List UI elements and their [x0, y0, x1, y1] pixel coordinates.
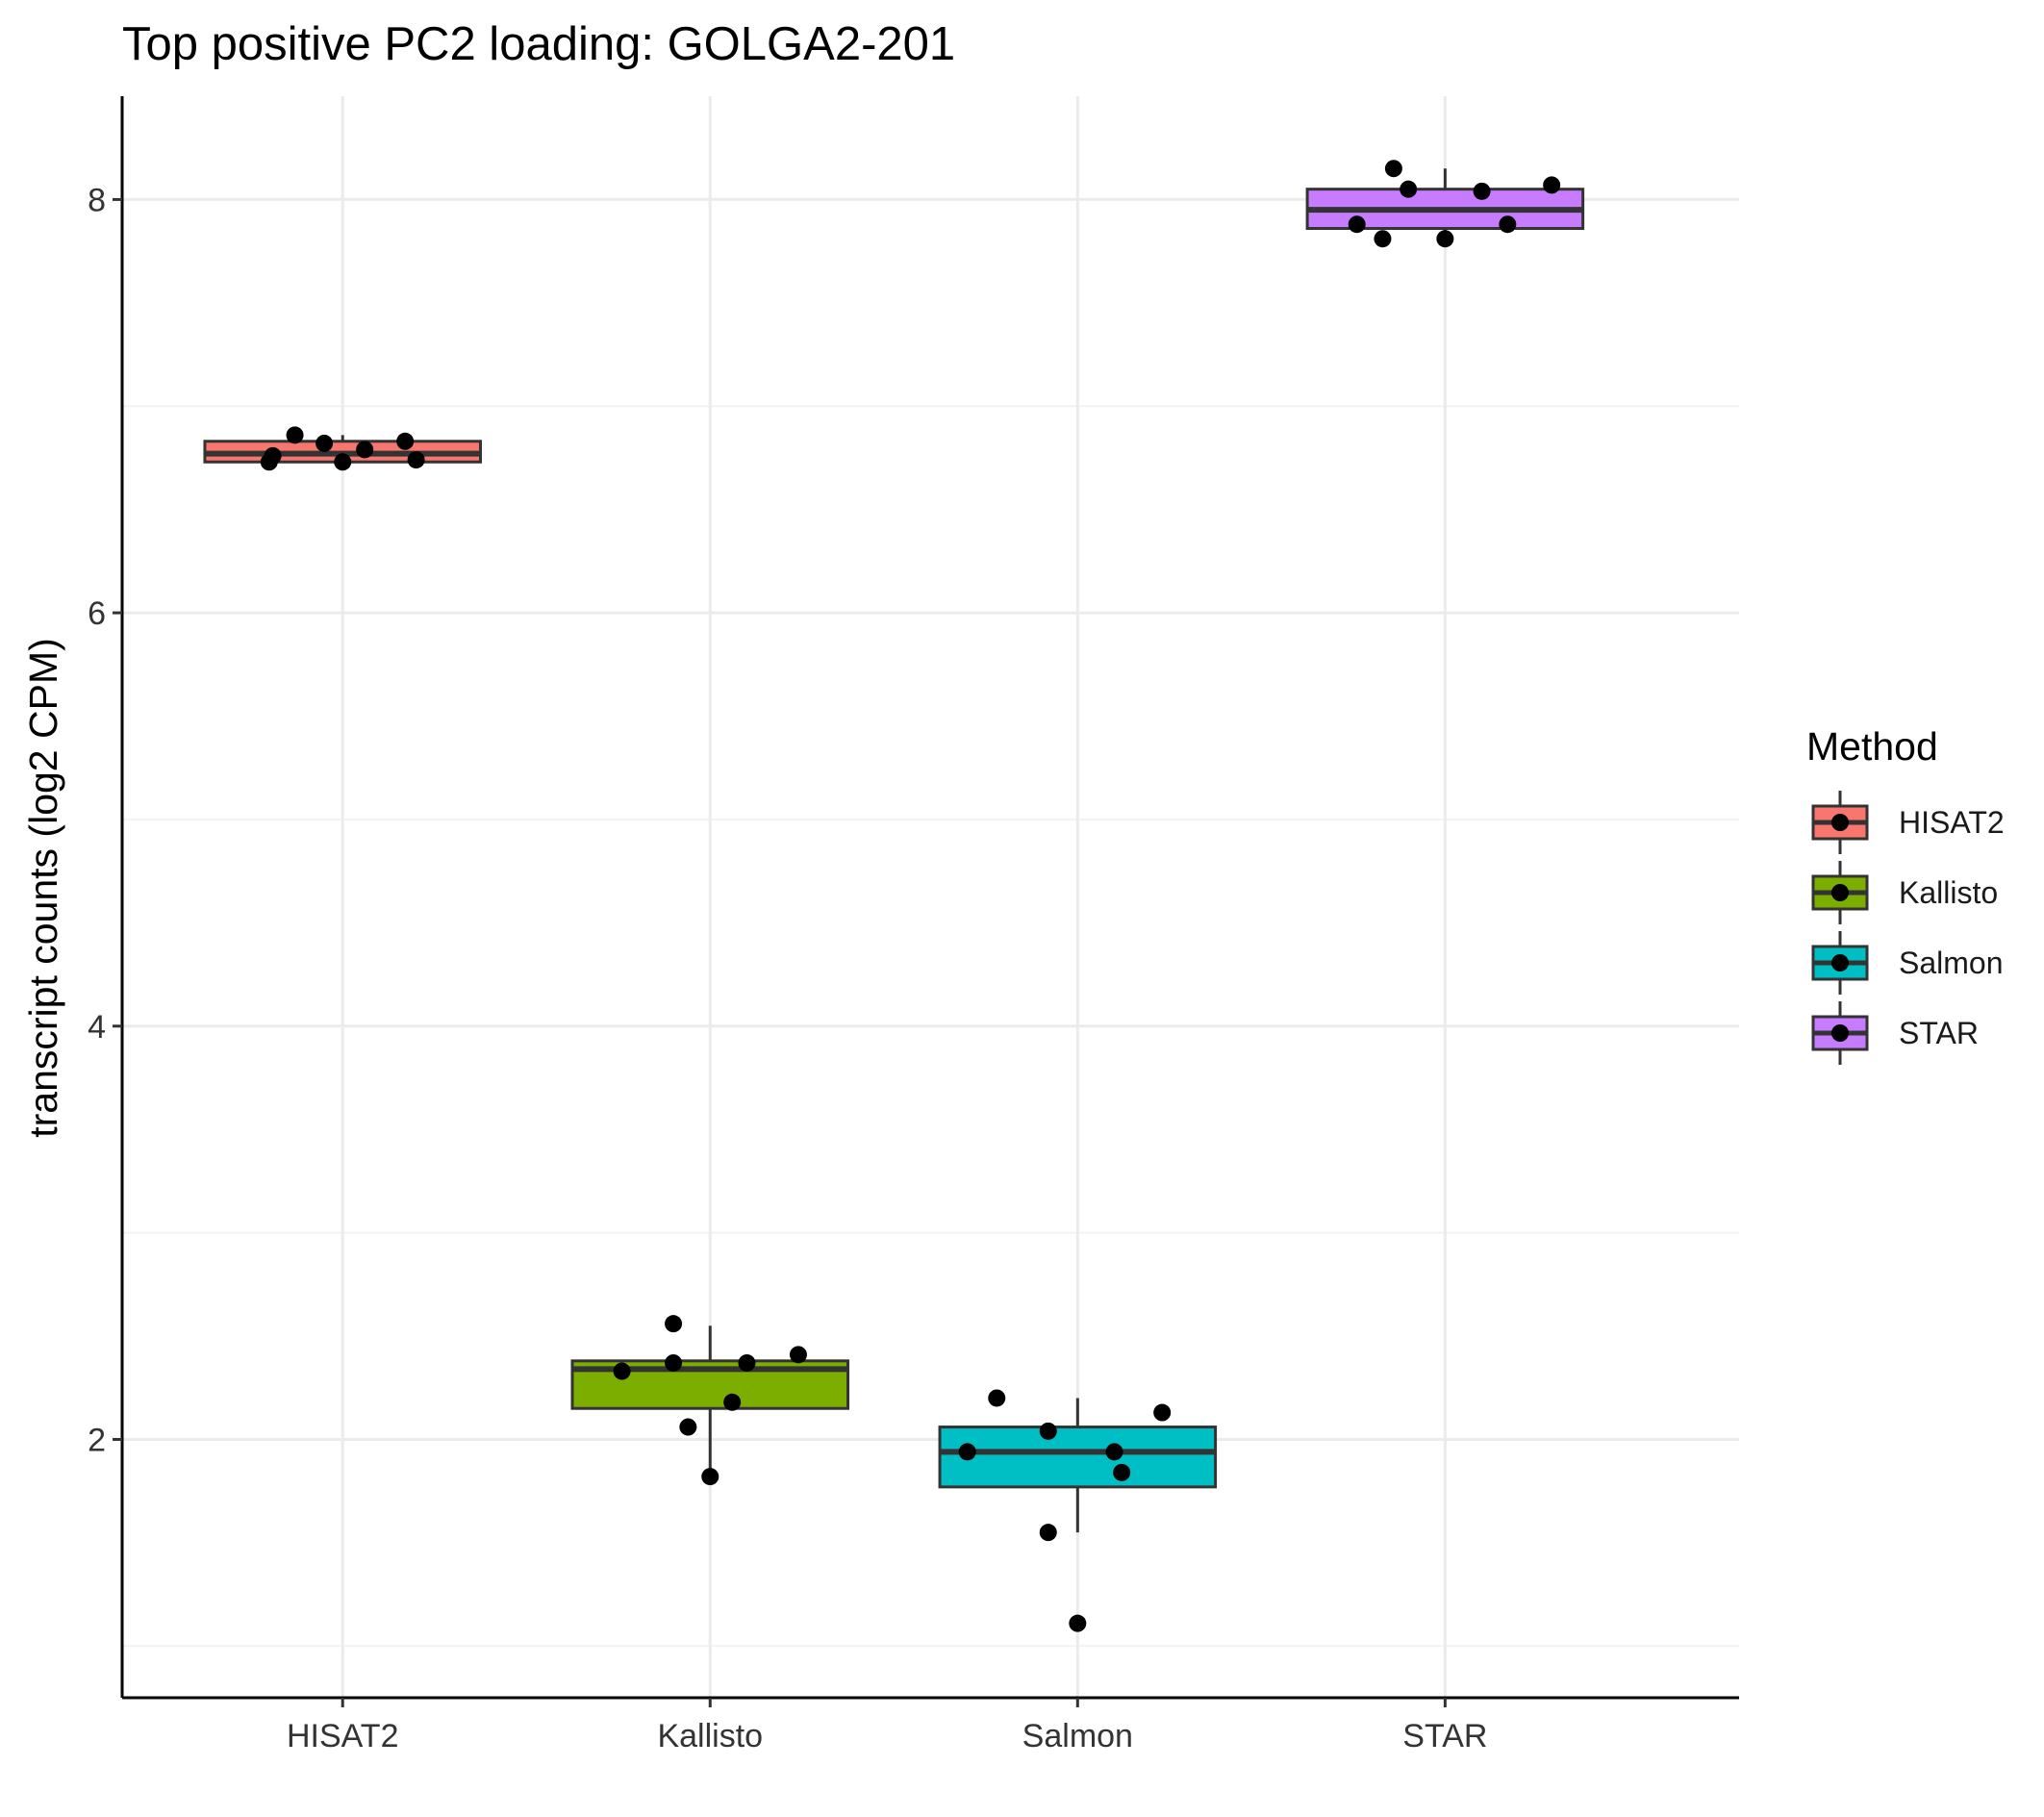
- legend-point: [1831, 954, 1849, 972]
- data-point: [665, 1353, 683, 1372]
- y-tick-label: 6: [88, 595, 106, 632]
- data-point: [356, 441, 374, 459]
- data-point: [1374, 230, 1392, 248]
- data-point: [1436, 230, 1454, 248]
- data-point: [1153, 1403, 1172, 1422]
- legend-label: HISAT2: [1899, 805, 2005, 840]
- data-point: [1473, 182, 1491, 200]
- legend-item-star: STAR: [1811, 1001, 1979, 1065]
- axes: 2 4 6 8 HISAT2 Kallisto Salmon STAR: [88, 96, 1739, 1754]
- data-point: [1543, 176, 1561, 194]
- y-tick-label: 8: [88, 182, 106, 218]
- y-tick-label: 2: [88, 1422, 106, 1458]
- data-point: [286, 426, 304, 444]
- data-point: [1384, 160, 1402, 178]
- boxplot-star: [1305, 168, 1585, 241]
- chart-title: Top positive PC2 loading: GOLGA2-201: [122, 18, 955, 70]
- boxplot-salmon: [938, 1398, 1218, 1533]
- data-point: [1400, 180, 1418, 198]
- data-point: [264, 446, 282, 465]
- x-tick-label: STAR: [1402, 1718, 1487, 1754]
- y-tick-label: 4: [88, 1009, 106, 1046]
- data-point: [1039, 1524, 1057, 1542]
- data-point: [958, 1443, 976, 1461]
- x-tick-label: Salmon: [1022, 1718, 1133, 1754]
- data-point: [723, 1393, 742, 1411]
- boxplot-kallisto: [570, 1325, 850, 1477]
- data-point: [613, 1362, 631, 1380]
- data-point: [738, 1353, 756, 1372]
- legend-item-hisat2: HISAT2: [1811, 791, 2005, 854]
- legend-item-kallisto: Kallisto: [1811, 861, 1998, 924]
- data-point: [665, 1315, 683, 1333]
- data-point: [701, 1468, 719, 1486]
- gridlines: [122, 96, 1739, 1698]
- legend: Method HISAT2 Kallisto Salmon STAR: [1806, 724, 2005, 1065]
- boxplots: [203, 168, 1585, 1533]
- data-point: [988, 1389, 1006, 1407]
- data-point: [396, 432, 415, 450]
- legend-title: Method: [1806, 724, 1938, 769]
- legend-label: Salmon: [1899, 946, 2004, 980]
- data-point: [407, 451, 425, 469]
- legend-point: [1831, 884, 1849, 901]
- x-tick-label: HISAT2: [287, 1718, 399, 1754]
- legend-item-salmon: Salmon: [1811, 931, 2004, 995]
- data-point: [334, 453, 352, 471]
- box: [938, 1426, 1218, 1489]
- legend-point: [1831, 814, 1849, 831]
- x-tick-label: Kallisto: [657, 1718, 763, 1754]
- data-point: [789, 1346, 807, 1364]
- legend-label: Kallisto: [1899, 875, 1998, 910]
- data-point: [1499, 215, 1517, 234]
- data-point: [1069, 1614, 1087, 1632]
- data-points: [260, 160, 1561, 1632]
- data-point: [1348, 215, 1366, 234]
- data-point: [1039, 1422, 1057, 1440]
- data-point: [679, 1418, 697, 1436]
- y-axis-title: transcript counts (log2 CPM): [21, 638, 65, 1138]
- legend-label: STAR: [1899, 1016, 1979, 1050]
- data-point: [315, 434, 334, 452]
- data-point: [1113, 1463, 1131, 1481]
- legend-point: [1831, 1024, 1849, 1042]
- data-point: [1105, 1443, 1123, 1461]
